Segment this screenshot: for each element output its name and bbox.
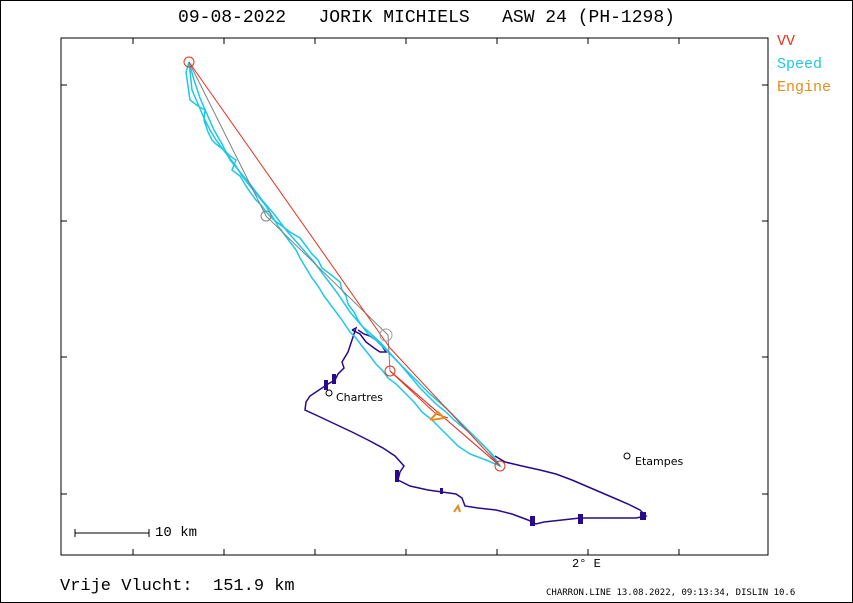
turnpoint-5 bbox=[494, 460, 506, 472]
track-low-wiggles bbox=[324, 374, 646, 526]
scale-label: 10 km bbox=[155, 525, 198, 541]
chartres-marker bbox=[325, 389, 333, 397]
legend-engine: Engine bbox=[777, 79, 832, 96]
chart-title: 09-08-2022 JORIK MICHIELS ASW 24 (PH-129… bbox=[178, 8, 675, 28]
turnpoint-4 bbox=[384, 365, 396, 377]
track-low bbox=[304, 326, 648, 525]
turnpoint-1 bbox=[183, 56, 195, 68]
track-speed-2 bbox=[188, 61, 501, 467]
plot-area bbox=[60, 37, 769, 556]
scale-bar bbox=[74, 529, 150, 537]
distance-text: Vrije Vlucht: 151.9 km bbox=[60, 577, 295, 596]
turnpoint-3 bbox=[379, 328, 393, 342]
track-low-2 bbox=[351, 329, 388, 353]
footer-text: CHARRON.LINE 13.08.2022, 09:13:34, DISLI… bbox=[546, 588, 796, 598]
legend-vv: VV bbox=[777, 33, 796, 50]
track-vv bbox=[188, 61, 501, 467]
city-label-etampes: Etampes bbox=[635, 455, 684, 468]
y-ticks bbox=[61, 84, 768, 495]
longitude-label: 2° E bbox=[572, 557, 601, 571]
track-speed bbox=[185, 61, 503, 468]
track-engine bbox=[429, 410, 447, 421]
legend-speed: Speed bbox=[777, 56, 823, 73]
city-label-chartres: Chartres bbox=[336, 391, 384, 404]
task-line-grey bbox=[188, 61, 501, 467]
turnpoint-2 bbox=[260, 210, 272, 222]
etampes-marker bbox=[623, 452, 631, 460]
x-ticks bbox=[132, 38, 680, 555]
track-engine-2 bbox=[453, 503, 461, 513]
